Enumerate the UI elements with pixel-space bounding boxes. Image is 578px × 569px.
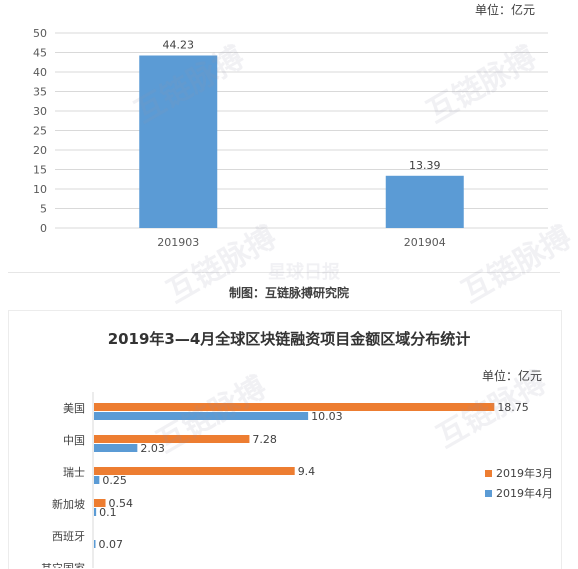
data-label: 2.03	[140, 442, 165, 455]
x-tick-label: 201904	[404, 236, 446, 249]
y-tick-label: 20	[33, 144, 47, 157]
data-label: 0.25	[102, 474, 127, 487]
y-tick-label: 0	[40, 222, 47, 235]
legend-swatch	[485, 490, 492, 497]
bottom-chart-title: 2019年3—4月全球区块链融资项目金额区域分布统计	[107, 330, 471, 348]
bar	[94, 403, 495, 411]
y-tick-label: 40	[33, 66, 47, 79]
category-label: 瑞士	[63, 465, 85, 479]
data-label: 44.23	[163, 39, 195, 52]
category-label: 美国	[63, 402, 85, 415]
y-tick-label: 50	[33, 27, 47, 40]
y-tick-label: 25	[33, 125, 47, 138]
data-label: 7.28	[252, 433, 276, 446]
data-label: 10.03	[311, 410, 343, 423]
bottom-unit-label: 单位：亿元	[481, 369, 542, 383]
bar	[94, 540, 96, 548]
category-label: 西班牙	[52, 530, 85, 543]
data-label: 0.07	[99, 538, 124, 551]
x-tick-label: 201903	[157, 236, 199, 249]
bar	[94, 412, 309, 420]
bottom-chart-frame	[8, 310, 562, 569]
legend-label: 2019年3月	[496, 466, 553, 480]
bar	[94, 508, 97, 516]
top-chart-panel: 单位：亿元 0 5 10 15 20 25 30 35 40 45 50 44.23 201903 13.…	[8, 3, 560, 300]
bar	[94, 467, 295, 475]
legend-label: 2019年4月	[496, 486, 553, 500]
data-label: 13.39	[409, 159, 441, 172]
bar	[139, 55, 218, 229]
bar	[94, 476, 100, 484]
y-tick-label: 10	[33, 183, 47, 196]
data-label: 18.75	[497, 401, 529, 414]
y-tick-label: 35	[33, 86, 47, 99]
top-chart-credit: 制图：互链脉搏研究院	[228, 286, 349, 300]
y-tick-label: 15	[33, 164, 47, 177]
bar	[385, 175, 464, 228]
category-label: 中国	[63, 434, 85, 447]
y-tick-label: 30	[33, 105, 47, 118]
data-label: 9.4	[298, 465, 316, 478]
category-label: 其它国家	[41, 561, 85, 568]
top-divider	[8, 272, 560, 273]
bar	[94, 444, 138, 452]
top-bar-chart: 0 5 10 15 20 25 30 35 40 45 50 44.23 201903 13.39 2019…	[33, 27, 548, 249]
bar	[94, 499, 106, 507]
top-unit-label: 单位：亿元	[474, 3, 535, 17]
y-tick-label: 5	[40, 203, 47, 216]
y-tick-label: 45	[33, 47, 47, 60]
data-label: 0.54	[109, 497, 133, 510]
legend-swatch	[485, 470, 492, 477]
bottom-chart-panel: 2019年3—4月全球区块链融资项目金额区域分布统计 单位：亿元 美国 18.75…	[0, 308, 578, 568]
bar	[94, 435, 250, 443]
category-label: 新加坡	[52, 497, 85, 511]
data-label: 0.1	[99, 506, 117, 519]
